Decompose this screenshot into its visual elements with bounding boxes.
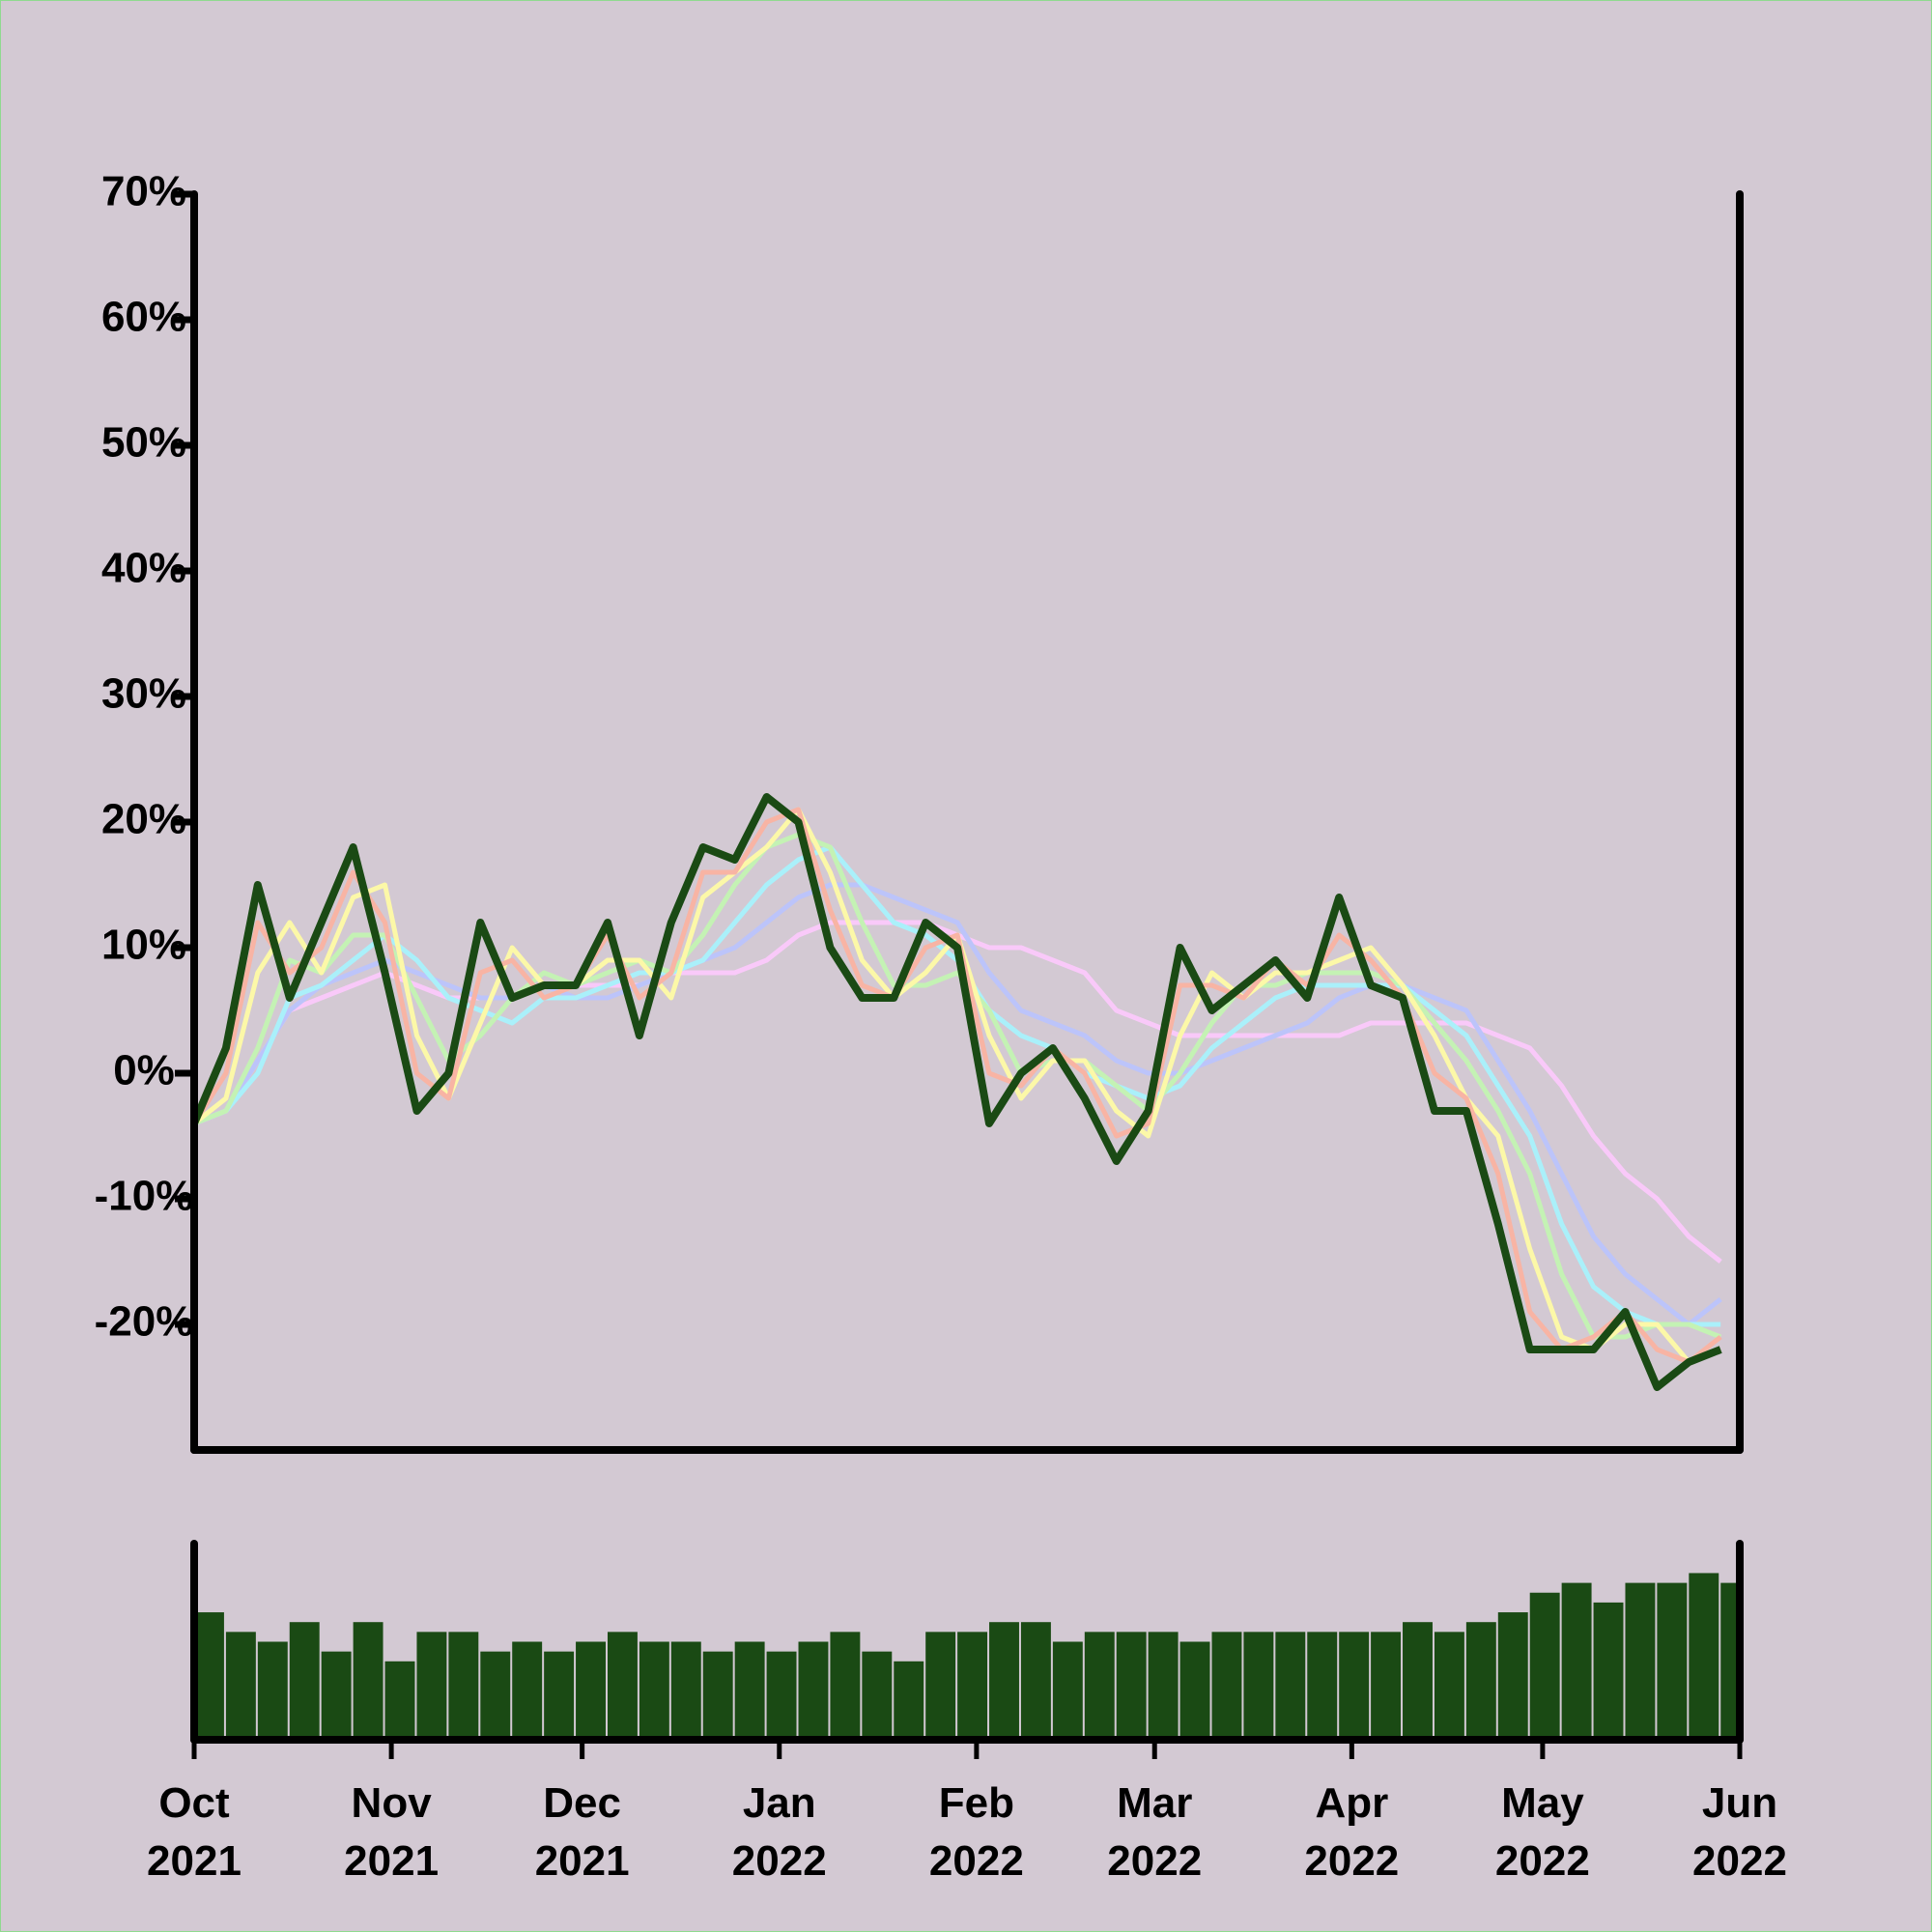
volume-bar <box>576 1641 606 1740</box>
volume-bar <box>1403 1622 1433 1740</box>
volume-bar <box>862 1651 893 1740</box>
x-tick-label: Jun 2022 <box>1692 1779 1787 1885</box>
y-tick-label: 30% <box>101 670 186 718</box>
y-tick-label: 60% <box>101 294 186 341</box>
volume-bar <box>1625 1582 1656 1740</box>
series-line <box>191 807 1722 1365</box>
volume-bar <box>607 1632 638 1740</box>
volume-bar <box>957 1632 988 1740</box>
series-line <box>193 882 1722 1327</box>
x-tick-label: Apr 2022 <box>1304 1779 1400 1885</box>
x-tick-label: Oct 2021 <box>147 1779 242 1885</box>
volume-bar <box>1084 1632 1115 1740</box>
volume-bar <box>384 1661 415 1740</box>
volume-bar <box>1497 1612 1528 1740</box>
volume-bar <box>225 1632 256 1740</box>
y-tick-label: 50% <box>101 419 186 467</box>
x-tick-label: Nov 2021 <box>344 1779 440 1885</box>
volume-bar <box>734 1641 765 1740</box>
volume-bar <box>766 1651 797 1740</box>
volume-bar <box>798 1641 829 1740</box>
volume-bar <box>989 1622 1019 1740</box>
volume-bar <box>1593 1602 1624 1740</box>
volume-bar <box>353 1622 384 1740</box>
volume-bar <box>1052 1641 1083 1740</box>
volume-bar <box>321 1651 352 1740</box>
volume-bar <box>1434 1632 1464 1740</box>
y-tick-label: 10% <box>101 922 186 969</box>
volume-bar <box>1720 1582 1738 1740</box>
series-line <box>193 832 1722 1340</box>
volume-bar <box>1561 1582 1592 1740</box>
y-tick-label: 70% <box>101 168 186 215</box>
volume-bar <box>194 1612 224 1740</box>
volume-bar <box>512 1641 543 1740</box>
volume-bar <box>1339 1632 1370 1740</box>
volume-bar <box>416 1632 447 1740</box>
volume-bar <box>1657 1582 1688 1740</box>
volume-bar <box>925 1632 956 1740</box>
y-tick-label: 20% <box>101 796 186 843</box>
volume-bar <box>448 1632 479 1740</box>
x-tick-label: Mar 2022 <box>1107 1779 1203 1885</box>
volume-bar <box>830 1632 861 1740</box>
y-tick-label: 0% <box>113 1047 175 1094</box>
x-tick-label: Feb 2022 <box>928 1779 1024 1885</box>
y-tick-label: -20% <box>95 1298 194 1346</box>
series-line <box>193 844 1721 1327</box>
volume-bar <box>1275 1632 1306 1740</box>
volume-bar <box>639 1641 669 1740</box>
volume-bar <box>289 1622 320 1740</box>
volume-bar <box>894 1661 924 1740</box>
volume-bar <box>480 1651 511 1740</box>
volume-bar <box>1465 1622 1496 1740</box>
volume-bar <box>1243 1632 1274 1740</box>
volume-bar <box>1116 1632 1147 1740</box>
volume-bar <box>257 1641 288 1740</box>
series-line <box>190 793 1722 1391</box>
series-line <box>192 807 1722 1365</box>
x-tick-label: Dec 2021 <box>534 1779 630 1885</box>
volume-bar <box>1179 1641 1210 1740</box>
volume-bar <box>702 1651 733 1740</box>
volume-bar <box>1307 1632 1338 1740</box>
volume-bar <box>544 1651 575 1740</box>
y-tick-label: 40% <box>101 545 186 592</box>
x-tick-label: Jan 2022 <box>731 1779 827 1885</box>
volume-bar <box>1211 1632 1242 1740</box>
volume-bar <box>1371 1632 1402 1740</box>
volume-bar <box>1020 1622 1051 1740</box>
volume-bar <box>670 1641 701 1740</box>
volume-bar <box>1529 1592 1560 1740</box>
x-tick-label: May 2022 <box>1494 1779 1590 1885</box>
y-tick-label: -10% <box>95 1173 194 1220</box>
volume-bar <box>1148 1632 1179 1740</box>
volume-bar <box>1689 1573 1719 1740</box>
